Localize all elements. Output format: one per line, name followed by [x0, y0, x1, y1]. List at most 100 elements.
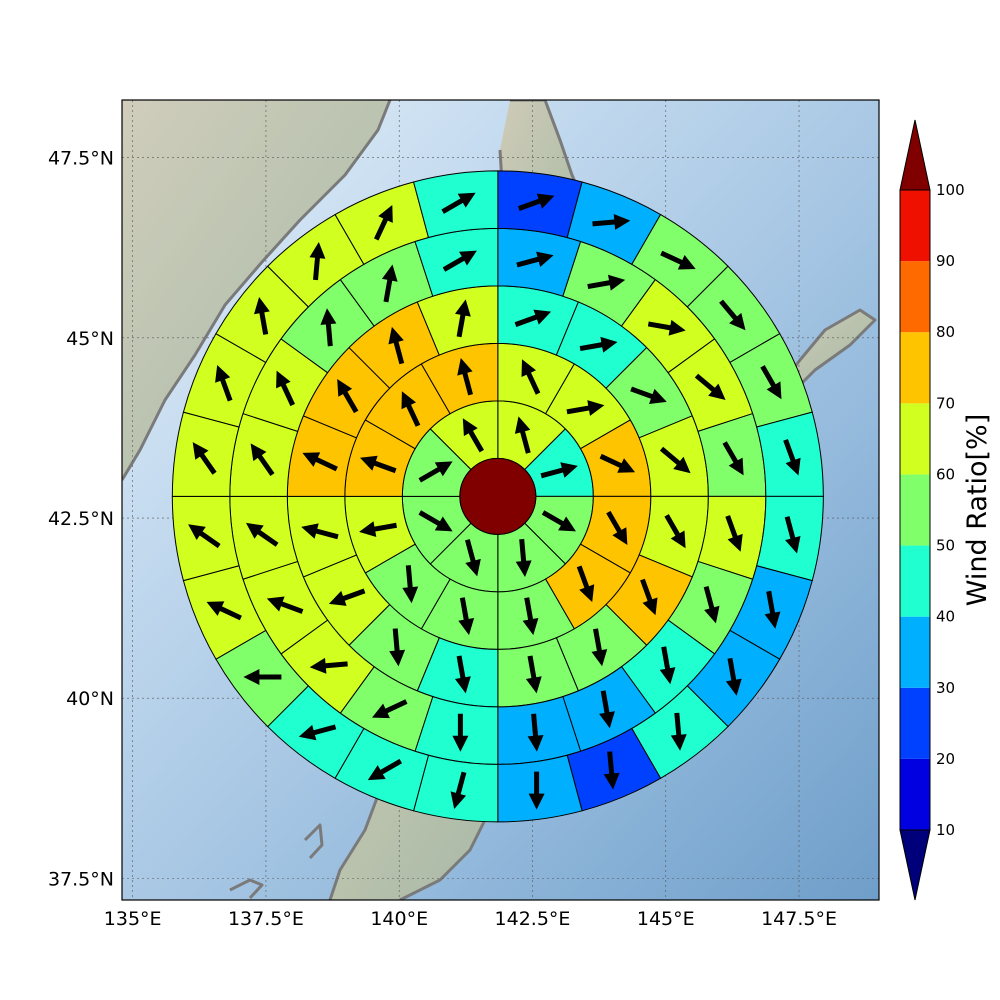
- colorbar-bin: [900, 758, 930, 830]
- wind-arrow-ring4-17: [188, 524, 221, 549]
- wind-arrow-ring2-5: [640, 578, 658, 616]
- wind-arrow-ring4-1: [592, 214, 631, 230]
- wind-arrow-ring4-22: [374, 205, 393, 241]
- colorbar-bin: [900, 687, 930, 759]
- colorbar-over-extension: [899, 119, 931, 191]
- cb-tick-4: 50: [936, 537, 955, 555]
- lon-tick-2: 140°E: [370, 908, 428, 930]
- lat-tick-3: 40°N: [66, 688, 114, 710]
- wind-arrow-ring3-12: [309, 657, 348, 674]
- wind-arrow-ring0-4: [465, 539, 481, 577]
- colorbar-bin: [900, 190, 930, 262]
- wind-arrow-ring1-7: [402, 565, 419, 604]
- lat-tick-2: 42.5°N: [48, 508, 114, 530]
- lon-tick-3: 142.5°E: [495, 908, 571, 930]
- cb-tick-3: 40: [936, 608, 955, 626]
- wind-arrow-ring4-0: [517, 193, 555, 211]
- colorbar-bin: [900, 545, 930, 617]
- colorbar-label: Wind Ratio[%]: [962, 414, 993, 606]
- wind-arrow-ring4-21: [309, 242, 326, 281]
- colorbar-frame: [899, 189, 931, 831]
- wind-arrow-ring3-19: [442, 250, 477, 272]
- wind-arrow-ring1-6: [458, 597, 475, 636]
- map-frame: [121, 99, 880, 901]
- wind-arrow-ring2-3: [659, 446, 691, 474]
- colorbar-bin: [900, 616, 930, 688]
- cb-tick-8: 90: [936, 252, 955, 270]
- wind-arrow-ring1-8: [359, 521, 397, 537]
- wind-arrow-ring1-5: [522, 597, 539, 636]
- wind-arrow-ring4-10: [603, 751, 620, 790]
- wind-arrow-ring1-2: [599, 453, 636, 473]
- wind-arrow-ring2-13: [337, 379, 359, 414]
- wind-arrow-ring4-18: [192, 442, 217, 475]
- colorbar: [899, 119, 931, 901]
- wind-arrow-ring4-14: [298, 724, 337, 741]
- wind-arrow-ring3-17: [320, 308, 337, 347]
- wind-arrow-ring3-10: [452, 713, 469, 752]
- wind-arrow-ring1-11: [457, 358, 473, 396]
- wind-arrow-ring2-11: [301, 523, 339, 540]
- wind-arrow-ring2-14: [388, 326, 405, 365]
- wind-arrow-ring3-14: [246, 522, 279, 547]
- wind-arrow-ring3-18: [381, 264, 398, 303]
- wind-arrow-ring0-2: [541, 510, 576, 532]
- wind-arrow-ring4-12: [450, 771, 467, 809]
- wind-arrow-ring4-2: [660, 250, 696, 270]
- wind-arrow-ring2-7: [525, 655, 542, 694]
- wind-arrow-ring4-6: [784, 516, 801, 554]
- wind-arrow-ring2-15: [455, 299, 471, 338]
- wind-arrow-ring3-5: [725, 515, 743, 552]
- wind-arrow-ring1-1: [566, 400, 605, 416]
- lon-tick-4: 145°E: [637, 908, 695, 930]
- wind-arrow-ring3-4: [722, 441, 744, 476]
- wind-arrow-ring3-8: [599, 690, 615, 729]
- colorbar-bin: [900, 403, 930, 475]
- sector-ring4-11: [497, 754, 583, 823]
- wind-arrow-ring0-7: [462, 418, 484, 453]
- lon-tick-0: 135°E: [104, 908, 162, 930]
- wind-arrow-ring3-2: [647, 319, 686, 336]
- lat-tick-1: 45°N: [66, 328, 114, 350]
- wind-arrow-ring4-11: [528, 771, 545, 810]
- wind-arrow-ring2-6: [591, 628, 608, 667]
- cb-tick-2: 30: [936, 679, 955, 697]
- wind-arrow-ring3-1: [587, 274, 626, 291]
- wind-arrow-ring3-6: [703, 586, 720, 624]
- cb-tick-1: 20: [936, 750, 955, 768]
- cb-tick-6: 70: [936, 394, 955, 412]
- latitude-ticks: 47.5°N 45°N 42.5°N 40°N 37.5°N: [48, 148, 114, 891]
- wind-arrow-ring1-3: [606, 510, 628, 545]
- wind-arrow-ring2-2: [630, 386, 667, 404]
- colorbar-ticks: 10 20 30 40 50 60 70 80 90 100: [936, 181, 965, 839]
- wind-arrow-ring3-9: [527, 713, 544, 752]
- cb-tick-9: 100: [936, 181, 965, 199]
- wind-arrow-ring1-4: [576, 565, 595, 603]
- colorbar-bin: [900, 261, 930, 333]
- cb-tick-5: 60: [936, 465, 955, 483]
- wind-arrow-ring4-5: [783, 439, 801, 476]
- wind-arrow-ring2-10: [328, 588, 366, 606]
- wind-arrow-ring4-9: [670, 712, 687, 751]
- wind-arrow-ring4-16: [206, 601, 242, 621]
- wind-arrow-ring0-5: [418, 510, 453, 532]
- center-disc: [459, 457, 537, 535]
- wind-arrow-ring2-12: [302, 452, 338, 472]
- wind-arrow-ring1-9: [360, 455, 397, 474]
- wind-arrow-ring4-15: [243, 669, 282, 685]
- wind-arrow-ring3-16: [276, 370, 295, 407]
- wind-direction-arrows: [188, 192, 801, 810]
- wind-arrow-ring2-4: [664, 514, 686, 549]
- wind-arrow-ring3-15: [250, 443, 275, 476]
- wind-arrow-ring4-13: [367, 758, 402, 781]
- lat-tick-4: 37.5°N: [48, 868, 114, 890]
- wind-arrow-ring3-13: [266, 596, 304, 614]
- wind-arrow-ring1-0: [521, 359, 541, 395]
- wind-arrow-ring0-3: [515, 538, 532, 577]
- wind-arrow-ring4-23: [441, 192, 476, 214]
- colorbar-bin: [900, 474, 930, 546]
- cb-tick-0: 10: [936, 821, 955, 839]
- colorbar-under-extension: [899, 829, 931, 901]
- wind-arrow-ring4-19: [215, 365, 233, 402]
